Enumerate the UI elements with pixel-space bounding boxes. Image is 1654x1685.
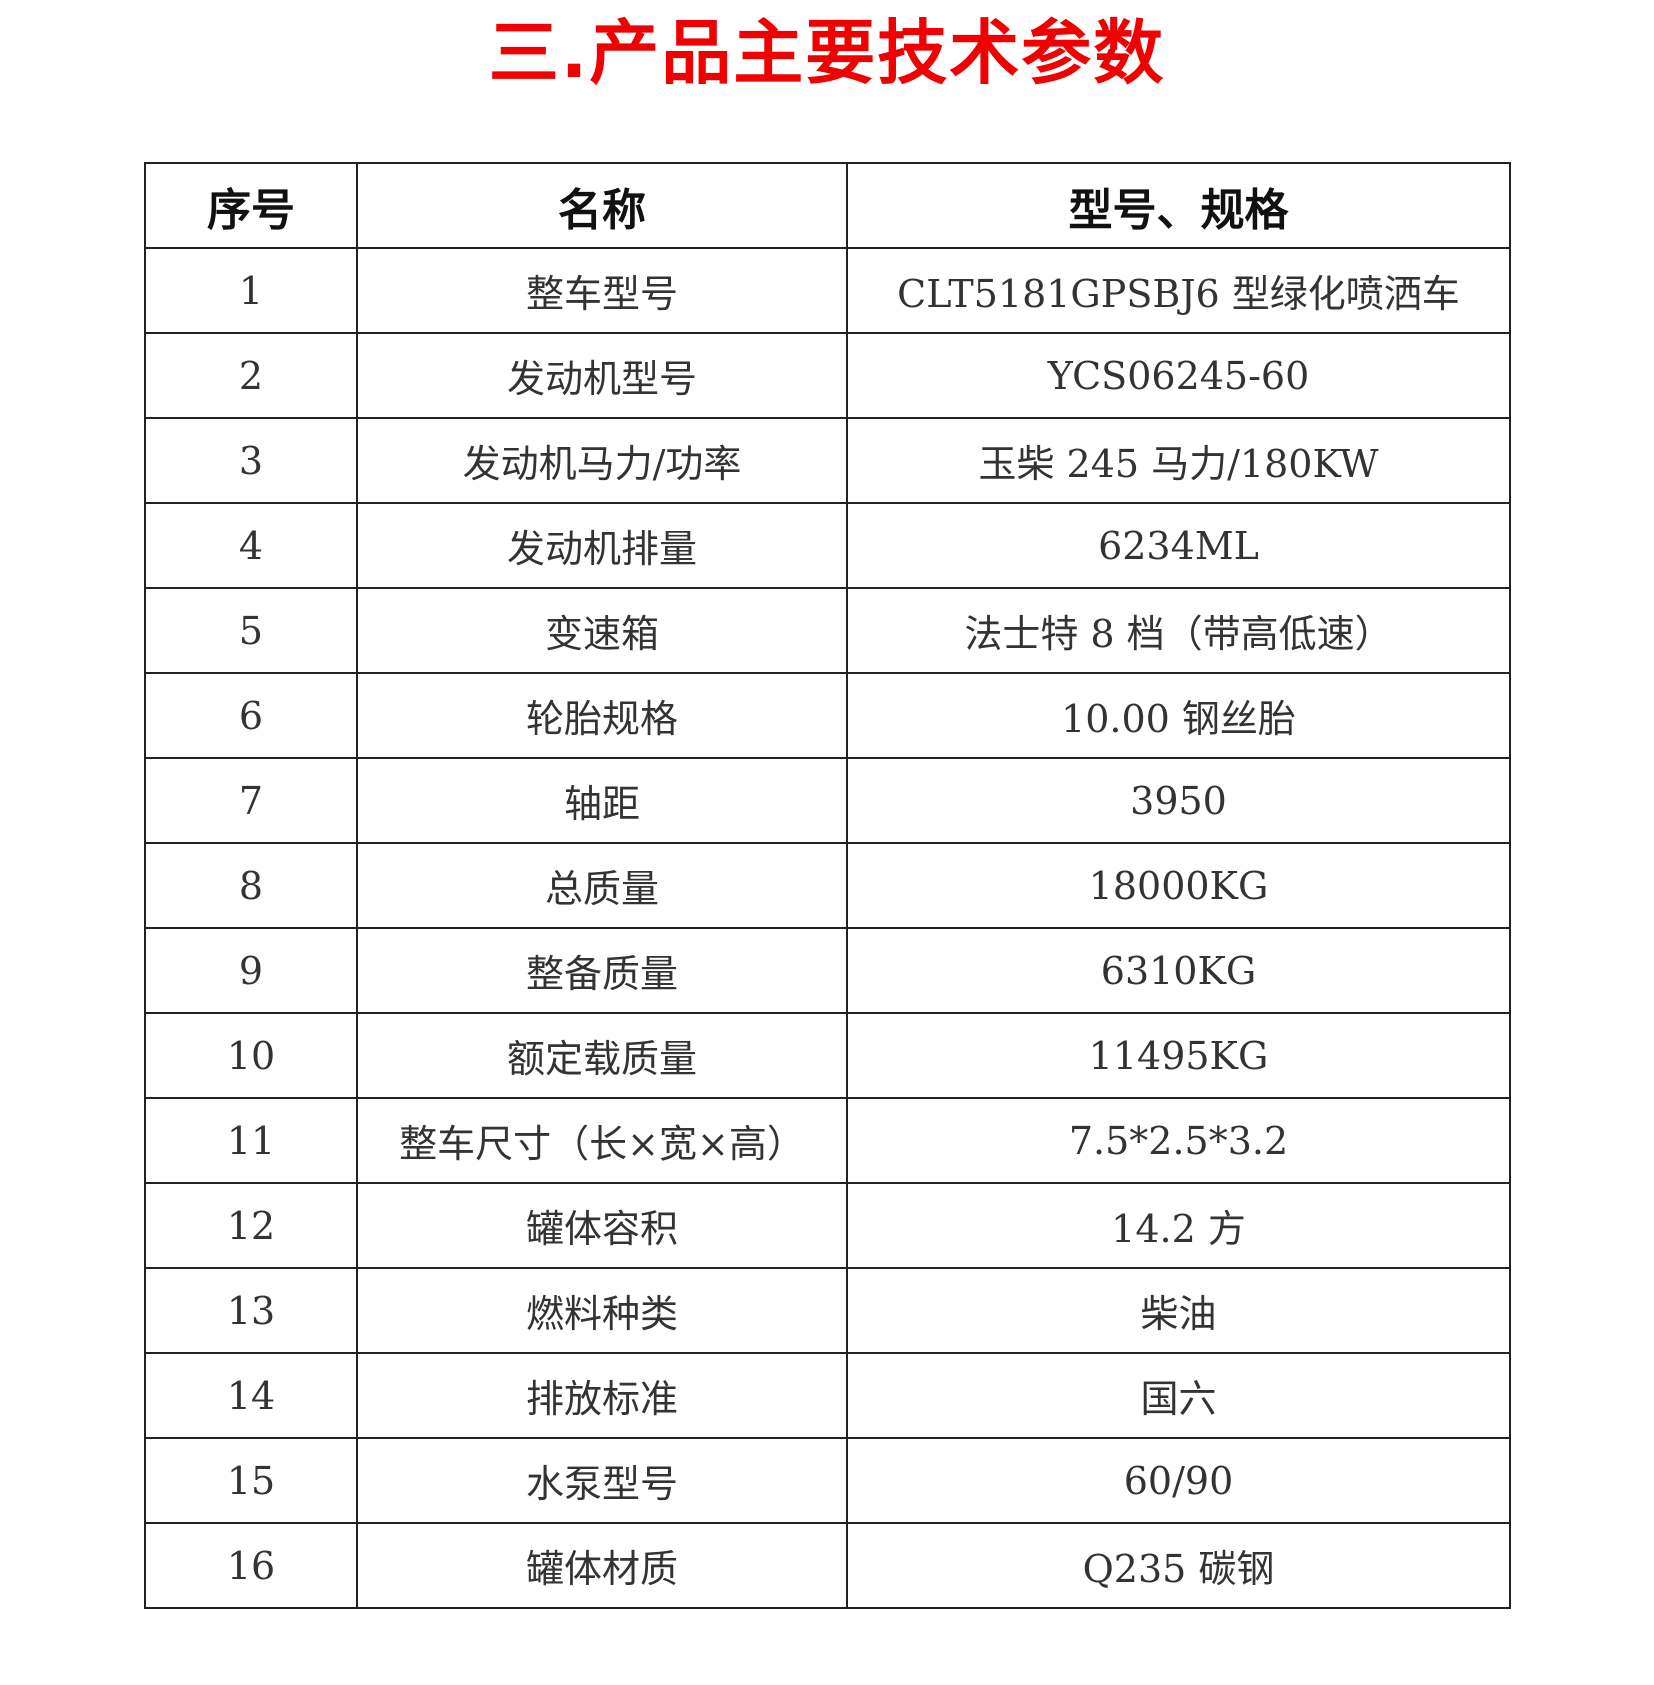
table-row: 13 燃料种类 柴油 (144, 1267, 1511, 1354)
header-index: 序号 (144, 162, 358, 249)
header-name: 名称 (356, 162, 848, 249)
cell-spec: 柴油 (846, 1267, 1511, 1354)
table-row: 6 轮胎规格 10.00 钢丝胎 (144, 672, 1511, 759)
cell-name: 轮胎规格 (356, 672, 848, 759)
table-row: 11 整车尺寸（长×宽×高） 7.5*2.5*3.2 (144, 1097, 1511, 1184)
cell-name: 发动机排量 (356, 502, 848, 589)
cell-name: 整备质量 (356, 927, 848, 1014)
cell-name: 水泵型号 (356, 1437, 848, 1524)
cell-index: 2 (144, 332, 358, 419)
cell-name: 额定载质量 (356, 1012, 848, 1099)
table-row: 14 排放标准 国六 (144, 1352, 1511, 1439)
cell-index: 4 (144, 502, 358, 589)
spec-table: 序号 名称 型号、规格 1 整车型号 CLT5181GPSBJ6 型绿化喷洒车 2 发动… (144, 162, 1511, 1609)
cell-index: 9 (144, 927, 358, 1014)
table-row: 12 罐体容积 14.2 方 (144, 1182, 1511, 1269)
cell-index: 12 (144, 1182, 358, 1269)
cell-spec: 7.5*2.5*3.2 (846, 1097, 1511, 1184)
cell-name: 燃料种类 (356, 1267, 848, 1354)
cell-spec: 60/90 (846, 1437, 1511, 1524)
header-spec: 型号、规格 (846, 162, 1511, 249)
cell-name: 发动机型号 (356, 332, 848, 419)
cell-index: 15 (144, 1437, 358, 1524)
cell-spec: CLT5181GPSBJ6 型绿化喷洒车 (846, 247, 1511, 334)
cell-spec: 11495KG (846, 1012, 1511, 1099)
table-row: 2 发动机型号 YCS06245-60 (144, 332, 1511, 419)
cell-index: 5 (144, 587, 358, 674)
table-row: 5 变速箱 法士特 8 档（带高低速） (144, 587, 1511, 674)
cell-name: 罐体容积 (356, 1182, 848, 1269)
page-title: 三.产品主要技术参数 (488, 12, 1166, 94)
cell-index: 16 (144, 1522, 358, 1609)
cell-name: 整车型号 (356, 247, 848, 334)
cell-name: 轴距 (356, 757, 848, 844)
table-row: 10 额定载质量 11495KG (144, 1012, 1511, 1099)
cell-index: 13 (144, 1267, 358, 1354)
cell-index: 3 (144, 417, 358, 504)
cell-spec: 3950 (846, 757, 1511, 844)
cell-spec: 法士特 8 档（带高低速） (846, 587, 1511, 674)
cell-index: 7 (144, 757, 358, 844)
cell-index: 6 (144, 672, 358, 759)
cell-spec: 18000KG (846, 842, 1511, 929)
table-row: 9 整备质量 6310KG (144, 927, 1511, 1014)
cell-name: 总质量 (356, 842, 848, 929)
cell-index: 10 (144, 1012, 358, 1099)
cell-name: 排放标准 (356, 1352, 848, 1439)
cell-name: 整车尺寸（长×宽×高） (356, 1097, 848, 1184)
table-row: 3 发动机马力/功率 玉柴 245 马力/180KW (144, 417, 1511, 504)
table-row: 8 总质量 18000KG (144, 842, 1511, 929)
cell-name: 发动机马力/功率 (356, 417, 848, 504)
cell-spec: 国六 (846, 1352, 1511, 1439)
cell-index: 1 (144, 247, 358, 334)
cell-spec: 6310KG (846, 927, 1511, 1014)
cell-name: 罐体材质 (356, 1522, 848, 1609)
cell-index: 14 (144, 1352, 358, 1439)
cell-spec: 14.2 方 (846, 1182, 1511, 1269)
cell-spec: 10.00 钢丝胎 (846, 672, 1511, 759)
cell-index: 8 (144, 842, 358, 929)
cell-name: 变速箱 (356, 587, 848, 674)
cell-spec: 6234ML (846, 502, 1511, 589)
table-row: 15 水泵型号 60/90 (144, 1437, 1511, 1524)
cell-spec: Q235 碳钢 (846, 1522, 1511, 1609)
table-row: 16 罐体材质 Q235 碳钢 (144, 1522, 1511, 1609)
table-header-row: 序号 名称 型号、规格 (144, 162, 1511, 249)
table-row: 1 整车型号 CLT5181GPSBJ6 型绿化喷洒车 (144, 247, 1511, 334)
cell-spec: YCS06245-60 (846, 332, 1511, 419)
cell-spec: 玉柴 245 马力/180KW (846, 417, 1511, 504)
table-row: 7 轴距 3950 (144, 757, 1511, 844)
cell-index: 11 (144, 1097, 358, 1184)
table-row: 4 发动机排量 6234ML (144, 502, 1511, 589)
